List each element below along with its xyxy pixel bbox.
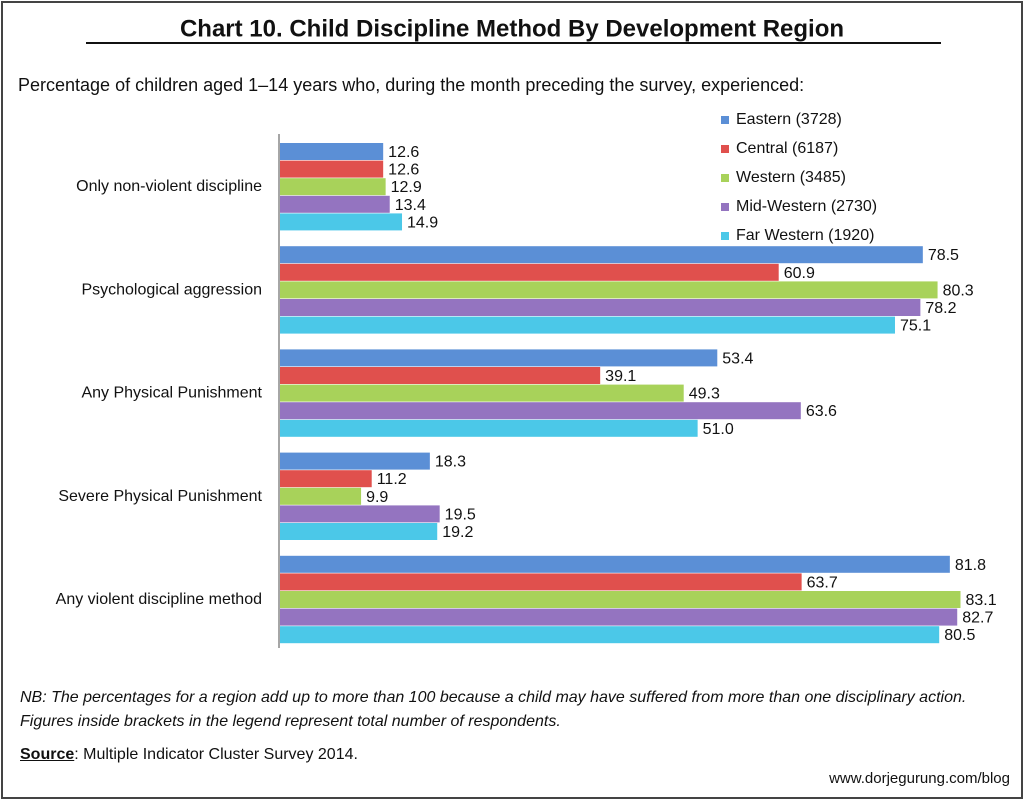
value-label: 19.2 [442,524,473,541]
bar [280,487,362,505]
bar [280,195,390,213]
legend-swatch [721,232,729,240]
legend-swatch [721,116,729,124]
value-label: 12.6 [388,162,419,179]
legend-swatch [721,145,729,153]
value-label: 60.9 [784,265,815,282]
bar [280,608,958,626]
bar [280,384,684,402]
value-label: 63.7 [807,574,838,591]
value-label: 39.1 [605,368,636,385]
value-label: 51.0 [703,421,734,438]
value-label: 80.3 [943,282,974,299]
value-label: 14.9 [407,214,438,231]
y-tick-label: Any violent discipline method [56,591,262,608]
value-label: 49.3 [689,386,720,403]
value-label: 83.1 [965,592,996,609]
value-label: 18.3 [435,454,466,471]
value-label: 78.5 [928,247,959,264]
bar [280,367,601,384]
y-tick-label: Only non-violent discipline [76,178,262,195]
source-label: Source [20,746,75,763]
bar [280,316,895,334]
y-tick-label: Any Physical Punishment [81,385,262,402]
legend-swatch [721,203,729,211]
bar [280,299,921,316]
y-tick-label: Severe Physical Punishment [58,488,262,505]
bar [280,452,430,470]
y-tick-label: Psychological aggression [81,281,262,298]
bar [280,505,440,523]
legend-label: Mid-Western (2730) [736,198,877,215]
value-label: 13.4 [395,197,426,214]
value-label: 12.9 [391,179,422,196]
bar [280,246,923,264]
value-label: 12.6 [388,144,419,161]
bar [280,470,372,488]
subtitle: Percentage of children aged 1–14 years w… [18,75,804,95]
chart-title: Chart 10. Child Discipline Method By Dev… [180,15,844,42]
source: Source: Multiple Indicator Cluster Surve… [20,746,358,764]
legend-label: Central (6187) [736,140,838,157]
value-label: 81.8 [955,557,986,574]
value-label: 11.2 [377,471,407,488]
bar [280,160,384,178]
value-label: 19.5 [445,506,476,523]
value-label: 9.9 [366,489,388,506]
bar [280,402,801,420]
legend-label: Far Western (1920) [736,227,874,244]
bar [280,626,940,644]
bar [280,419,698,437]
bar [280,555,950,573]
legend-label: Western (3485) [736,169,846,186]
bar [280,573,802,591]
credit: www.dorjegurung.com/blog [829,770,1010,787]
bar [280,213,403,231]
value-label: 63.6 [806,403,837,420]
bar [280,178,386,196]
value-label: 78.2 [925,300,956,317]
legend-label: Eastern (3728) [736,111,842,128]
bar [280,523,438,540]
note: NB: The percentages for a region add up … [20,689,967,730]
value-label: 82.7 [962,610,993,627]
source-text: : Multiple Indicator Cluster Survey 2014… [74,746,358,763]
value-label: 75.1 [900,318,931,335]
bar [280,591,961,608]
bar [280,143,384,160]
bar [280,349,718,367]
legend-swatch [721,174,729,182]
bar [280,281,938,299]
bar [280,263,779,281]
value-label: 53.4 [722,350,753,367]
value-label: 80.5 [944,627,975,644]
